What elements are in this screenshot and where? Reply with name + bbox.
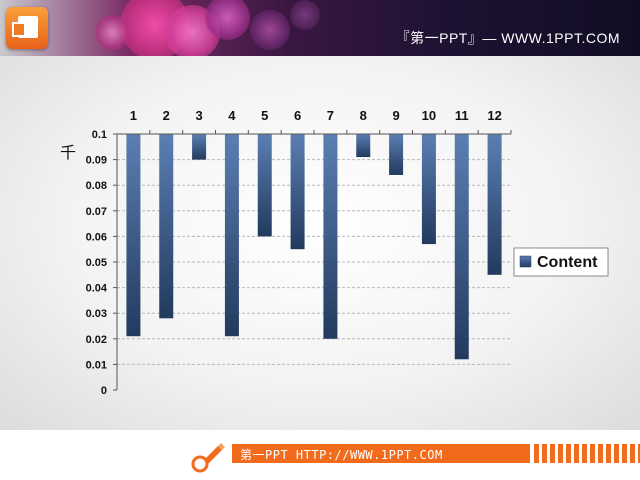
x-tick-label: 10 xyxy=(422,108,436,123)
bokeh-decoration xyxy=(95,15,130,50)
bar xyxy=(454,134,469,360)
bar xyxy=(389,134,404,175)
x-tick-label: 4 xyxy=(228,108,236,123)
bar xyxy=(421,134,436,245)
x-tick-label: 3 xyxy=(195,108,202,123)
bar xyxy=(126,134,141,337)
header-title: 『第一PPT』— WWW.1PPT.COM xyxy=(395,30,620,46)
y-axis-label: 千 xyxy=(60,143,76,162)
bar-chart: 0.1 0.09 0.08 0.07 0.06 0.05 0.04 0.03 0.02 0.01 0… xyxy=(60,108,609,397)
bar xyxy=(159,134,174,319)
x-tick-label: 2 xyxy=(163,108,170,123)
x-tick-label: 11 xyxy=(455,108,469,123)
y-tick-label: 0.06 xyxy=(86,231,107,243)
y-tick-label: 0.02 xyxy=(86,334,107,346)
bar xyxy=(224,134,239,337)
bokeh-decoration xyxy=(290,0,320,30)
y-tick-label: 0 xyxy=(101,385,107,397)
y-tick-label: 0.1 xyxy=(92,129,107,141)
bar xyxy=(356,134,371,158)
pencil-icon xyxy=(191,443,225,473)
bar xyxy=(192,134,207,160)
footer-link-text[interactable]: 第一PPT HTTP://WWW.1PPT.COM xyxy=(240,448,443,462)
x-tick-label: 8 xyxy=(360,108,367,123)
x-tick-label: 12 xyxy=(487,108,501,123)
bokeh-decoration xyxy=(205,0,250,40)
bokeh-decoration xyxy=(250,10,290,50)
legend-swatch xyxy=(519,255,532,268)
footer-stripes xyxy=(534,444,640,463)
bar xyxy=(487,134,502,275)
y-tick-label: 0.08 xyxy=(86,180,107,192)
y-tick-label: 0.09 xyxy=(86,155,107,167)
chart-panel: 0.1 0.09 0.08 0.07 0.06 0.05 0.04 0.03 0.02 0.01 0… xyxy=(0,56,640,430)
y-tick-label: 0.01 xyxy=(86,359,107,371)
y-tick-label: 0.03 xyxy=(86,308,107,320)
y-tick-label: 0.04 xyxy=(86,283,108,295)
powerpoint-logo-icon xyxy=(6,7,48,49)
footer-bar xyxy=(232,444,530,463)
x-tick-label: 7 xyxy=(327,108,334,123)
bar xyxy=(290,134,305,250)
legend-label: Content xyxy=(537,254,598,271)
header-banner: 『第一PPT』— WWW.1PPT.COM xyxy=(0,0,640,56)
x-tick-label: 6 xyxy=(294,108,301,123)
x-tick-label: 1 xyxy=(130,108,137,123)
y-tick-label: 0.07 xyxy=(86,206,107,218)
bar xyxy=(257,134,272,237)
bar xyxy=(323,134,338,339)
x-tick-label: 5 xyxy=(261,108,268,123)
x-tick-label: 9 xyxy=(392,108,399,123)
y-tick-label: 0.05 xyxy=(86,257,107,269)
